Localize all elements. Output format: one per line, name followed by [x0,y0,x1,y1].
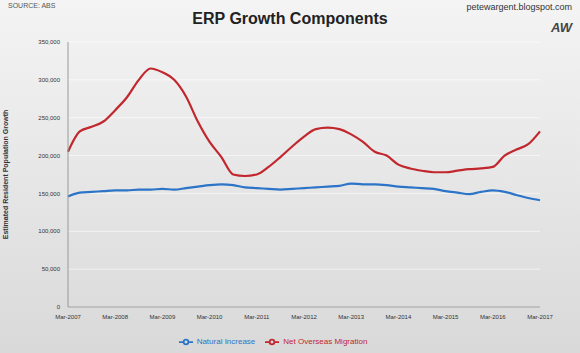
svg-text:0: 0 [57,304,61,310]
svg-text:Mar-2017: Mar-2017 [527,314,553,320]
svg-text:300,000: 300,000 [38,77,60,83]
svg-text:100,000: 100,000 [38,228,60,234]
svg-text:350,000: 350,000 [38,39,60,45]
html-text:Natural Increase: Natural Increase [196,337,256,347]
html-text:AW: AW [551,20,572,35]
svg-text:250,000: 250,000 [38,115,60,121]
svg-text:Mar-2016: Mar-2016 [480,314,506,320]
svg-text:Mar-2007: Mar-2007 [55,314,81,320]
svg-text:Mar-2014: Mar-2014 [386,314,412,320]
svg-text:Mar-2008: Mar-2008 [102,314,128,320]
svg-text:Mar-2010: Mar-2010 [197,314,223,320]
svg-text:Mar-2012: Mar-2012 [291,314,317,320]
svg-text:Estimated Resident Population: Estimated Resident Population Growth [2,110,10,240]
svg-text:50,000: 50,000 [42,266,61,272]
svg-text:Mar-2011: Mar-2011 [244,314,270,320]
svg-text:200,000: 200,000 [38,153,60,159]
html-text:Net Overseas Migration: Net Overseas Migration [283,337,368,347]
svg-text:Mar-2009: Mar-2009 [150,314,176,320]
html-text:petewargent.blogspot.com: petewargent.blogspot.com [466,2,572,12]
svg-text:Mar-2015: Mar-2015 [433,314,459,320]
html-text:ERP Growth Components: ERP Growth Components [192,10,388,27]
html-text:SOURCE: ABS: SOURCE: ABS [8,2,56,9]
svg-text:150,000: 150,000 [38,191,60,197]
svg-text:Mar-2013: Mar-2013 [338,314,364,320]
